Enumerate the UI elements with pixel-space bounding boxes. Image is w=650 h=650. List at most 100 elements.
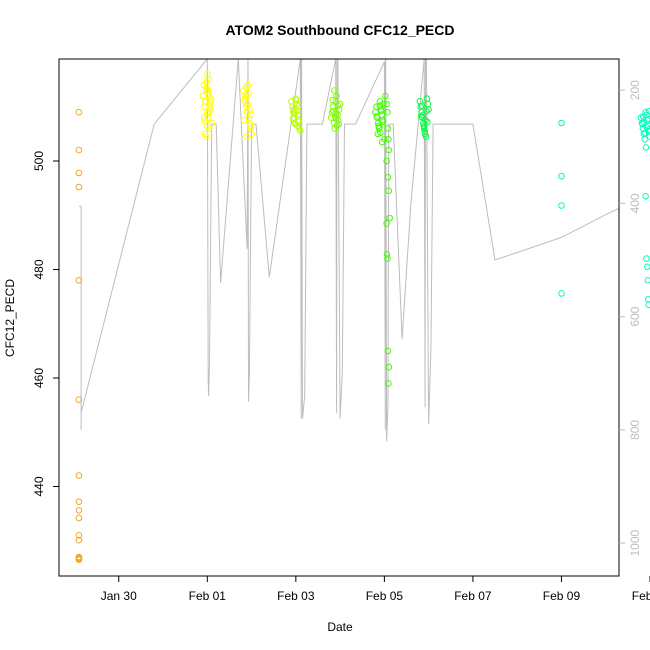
data-point: [75, 498, 83, 506]
data-point: [75, 108, 83, 116]
data-point: [329, 103, 337, 110]
data-point: [289, 115, 297, 122]
data-point: [384, 347, 392, 355]
data-point: [644, 277, 650, 284]
y-axis-label: CFC12_PECD: [3, 279, 17, 357]
data-point: [292, 96, 300, 104]
data-point: [424, 118, 431, 126]
data-point: [243, 92, 251, 100]
data-point: [419, 111, 427, 119]
data-point: [385, 136, 392, 143]
data-point: [243, 133, 250, 140]
data-point: [75, 514, 83, 522]
data-point: [331, 87, 338, 94]
data-point: [644, 296, 650, 303]
data-point: [201, 130, 209, 138]
secondary-tick-label: 200: [628, 80, 642, 100]
x-tick-label: Feb 07: [454, 589, 492, 603]
data-point: [330, 107, 337, 115]
data-point: [240, 117, 248, 124]
data-point: [385, 146, 393, 154]
data-point: [199, 92, 207, 100]
data-point: [75, 507, 83, 514]
data-point: [558, 202, 565, 209]
data-point: [297, 127, 304, 135]
secondary-tick-label: 600: [628, 306, 642, 326]
x-tick-label: Feb 01: [189, 589, 227, 603]
data-point: [295, 102, 303, 109]
pressure-profile-line: [78, 59, 619, 442]
data-point: [643, 255, 650, 262]
data-point: [293, 122, 301, 129]
data-point: [333, 92, 340, 100]
data-point: [645, 126, 650, 133]
data-point: [418, 102, 426, 109]
data-point: [385, 380, 392, 387]
data-point: [383, 220, 390, 227]
data-point: [641, 129, 649, 137]
data-point: [373, 113, 381, 120]
data-point: [558, 172, 565, 180]
x-axis-ticks: Jan 30 Feb 01 Feb 03 Feb 05 Feb 07 Feb 09 Feb …: [101, 576, 650, 603]
data-point: [75, 183, 83, 191]
data-point: [75, 555, 83, 562]
data-point: [75, 396, 83, 404]
data-point: [75, 277, 83, 284]
data-point: [558, 119, 565, 127]
data-point: [421, 130, 429, 138]
data-point: [423, 107, 430, 115]
secondary-tick-label: 400: [628, 193, 642, 213]
data-point: [385, 363, 393, 371]
x-tick-label: Feb 05: [366, 589, 404, 603]
data-point: [376, 102, 384, 109]
data-point: [382, 92, 389, 100]
data-points-layer: [75, 70, 650, 564]
data-point: [204, 70, 211, 78]
data-point: [642, 193, 649, 200]
data-point: [383, 251, 391, 258]
data-point: [642, 144, 650, 151]
data-point: [205, 108, 213, 116]
data-point: [558, 290, 565, 297]
data-point: [202, 98, 209, 105]
data-point: [204, 87, 212, 94]
data-point: [645, 107, 650, 115]
secondary-axis-ticks: 200 400 600 800 1000: [619, 80, 642, 557]
data-point: [645, 301, 650, 309]
data-point: [646, 133, 650, 140]
data-point: [75, 532, 83, 539]
data-point: [75, 472, 83, 479]
data-point: [384, 255, 391, 262]
data-point: [248, 130, 255, 138]
y-tick-label: 460: [32, 368, 46, 388]
data-point: [641, 136, 649, 143]
data-point: [417, 113, 425, 120]
data-point: [292, 120, 299, 128]
data-point: [332, 109, 340, 117]
y-tick-label: 480: [32, 259, 46, 279]
data-point: [202, 133, 210, 140]
data-point: [204, 89, 211, 97]
data-point: [639, 120, 646, 128]
data-point: [335, 120, 343, 128]
data-point: [421, 127, 429, 135]
plot-frame: [58, 58, 620, 577]
data-point: [329, 96, 336, 104]
y-axis-ticks: 440 460 480 500: [32, 151, 59, 497]
data-point: [203, 79, 210, 86]
secondary-tick-label: 1000: [628, 529, 642, 556]
data-point: [293, 107, 300, 115]
data-point: [379, 118, 387, 126]
data-point: [383, 100, 390, 108]
x-tick-label: Feb 03: [277, 589, 315, 603]
data-point: [75, 536, 83, 544]
data-point: [380, 100, 387, 108]
data-point: [201, 117, 209, 124]
data-point: [386, 214, 394, 222]
data-point: [384, 108, 391, 116]
data-point: [75, 169, 83, 177]
y-tick-label: 440: [32, 476, 46, 496]
data-point: [247, 111, 255, 119]
data-point: [384, 174, 392, 181]
